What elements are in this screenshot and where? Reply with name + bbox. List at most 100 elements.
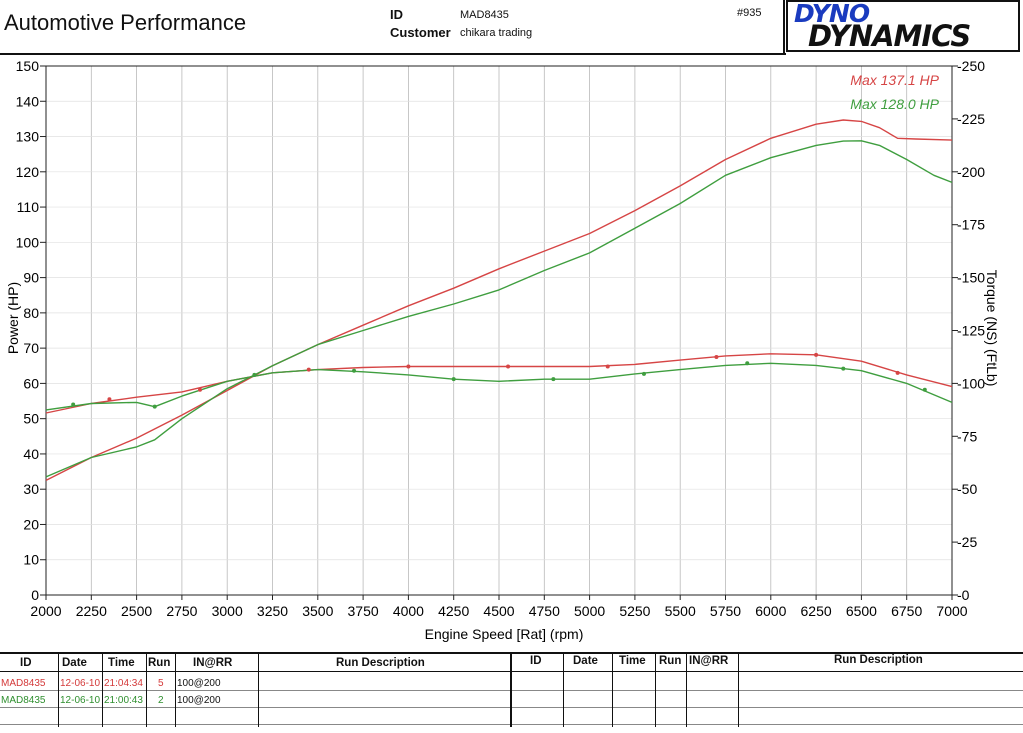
id-label: ID — [390, 7, 403, 22]
header-divider — [0, 53, 786, 55]
col-header-time: Time — [108, 657, 135, 669]
x-tick-label: 5000 — [574, 603, 605, 619]
series-line-power-run-2 — [45, 140, 953, 478]
y-right-tick-label: -175 — [957, 217, 985, 233]
y-left-tick-label: 150 — [16, 58, 40, 74]
data-point-marker — [198, 387, 203, 392]
col-header-run-2: Run — [659, 655, 682, 667]
x-tick-label: 6000 — [755, 603, 786, 619]
report-header: Automotive Performance ID MAD8435 Custom… — [0, 0, 1023, 56]
col-divider — [175, 652, 176, 727]
data-point-marker — [922, 387, 927, 392]
y-right-tick-label: -100 — [957, 375, 985, 391]
y-axis-left-label: Power (HP) — [5, 282, 21, 354]
data-point-marker — [107, 397, 112, 402]
row-2-id: MAD8435 — [1, 695, 46, 706]
x-tick-label: 6750 — [891, 603, 922, 619]
row-2-time: 21:00:43 — [104, 695, 143, 706]
x-tick-label: 4000 — [393, 603, 424, 619]
chart-series — [45, 119, 953, 482]
logo-top-text: DYNO — [794, 0, 870, 28]
data-point-marker — [641, 371, 646, 376]
y-left-tick-label: 130 — [16, 129, 40, 145]
col-header-inrr-2: IN@RR — [689, 655, 729, 667]
y-right-tick-label: -200 — [957, 164, 985, 180]
y-right-tick-label: -0 — [957, 587, 970, 603]
x-tick-label: 5750 — [710, 603, 741, 619]
y-right-tick-label: -75 — [957, 428, 977, 444]
x-axis-label: Engine Speed [Rat] (rpm) — [425, 626, 584, 642]
series-line-torque-run-2 — [45, 362, 953, 411]
data-point-marker — [406, 364, 411, 369]
data-point-marker — [152, 404, 157, 409]
row-1-date: 12-06-10 — [60, 678, 101, 689]
id-value: MAD8435 — [460, 9, 509, 21]
col-header-time-2: Time — [619, 655, 646, 667]
data-point-marker — [71, 402, 76, 407]
col-header-run-description: Run Description — [336, 657, 425, 669]
data-point-marker — [714, 354, 719, 359]
x-tick-label: 6250 — [801, 603, 832, 619]
data-point-marker — [551, 377, 556, 382]
x-tick-label: 7000 — [936, 603, 967, 619]
row-1-time: 21:04:34 — [104, 678, 143, 689]
y-left-tick-label: 110 — [17, 199, 40, 215]
chart-axes — [40, 65, 958, 600]
y-right-tick-label: -50 — [957, 481, 977, 497]
x-tick-labels: 2000 2250 2500 2750 3000 3250 3500 3750 4000 4250… — [30, 603, 967, 619]
col-divider — [258, 652, 259, 727]
col-header-id: ID — [20, 657, 32, 669]
right-tick-labels: -0 -25 -50 -75 -100 -125 -150 -175 -200 -225 -250 — [957, 58, 985, 603]
x-tick-label: 2750 — [166, 603, 197, 619]
col-header-run-description-2: Run Description — [834, 654, 923, 666]
row-1-inrr: 100@200 — [177, 678, 221, 689]
run-number: #935 — [737, 7, 762, 19]
row-2-inrr: 100@200 — [177, 695, 221, 706]
x-tick-label: 5250 — [619, 603, 650, 619]
row-1-run: 5 — [158, 678, 164, 689]
col-divider — [655, 652, 656, 727]
col-divider — [102, 652, 103, 727]
legend-entry-green: Max 128.0 HP — [850, 96, 939, 112]
data-point-marker — [745, 361, 750, 366]
x-tick-label: 6500 — [846, 603, 877, 619]
col-header-run: Run — [148, 657, 171, 669]
y-left-tick-label: 100 — [16, 234, 40, 250]
x-tick-label: 4500 — [483, 603, 514, 619]
data-point-marker — [814, 352, 819, 357]
y-left-tick-label: 60 — [23, 375, 39, 391]
y-left-tick-label: 0 — [31, 587, 39, 603]
x-tick-label: 4250 — [438, 603, 469, 619]
x-tick-label: 3250 — [257, 603, 288, 619]
col-divider — [58, 652, 59, 727]
col-divider — [510, 652, 512, 727]
customer-label: Customer — [390, 25, 451, 40]
col-divider — [686, 652, 687, 727]
y-left-tick-label: 140 — [16, 93, 40, 109]
chart-markers — [71, 352, 927, 409]
data-point-marker — [306, 367, 311, 372]
y-left-tick-label: 70 — [23, 340, 39, 356]
logo-bottom-text: DYNAMICS — [808, 19, 971, 53]
dyno-chart: 2000 2250 2500 2750 3000 3250 3500 3750 4000 4250… — [5, 58, 1000, 642]
series-line-power-run-5 — [45, 119, 953, 482]
series-line-torque-run-5 — [45, 353, 953, 414]
x-tick-label: 2000 — [30, 603, 61, 619]
x-tick-label: 3750 — [348, 603, 379, 619]
y-left-tick-label: 20 — [23, 516, 39, 532]
run-table: ID Date Time Run IN@RR Run Description I… — [0, 652, 1023, 733]
data-point-marker — [605, 364, 610, 369]
dyno-dynamics-logo: DYNO DYNAMICS — [786, 0, 1020, 53]
y-right-tick-label: -150 — [957, 270, 985, 286]
x-tick-label: 2250 — [76, 603, 107, 619]
legend-entry-red: Max 137.1 HP — [850, 72, 939, 88]
row-1-id: MAD8435 — [1, 678, 46, 689]
report-title: Automotive Performance — [4, 10, 247, 35]
data-point-marker — [841, 366, 846, 371]
customer-value: chikara trading — [460, 27, 533, 39]
left-tick-labels: 0 10 20 30 40 50 60 70 80 90 100 110 120 130 140 150 — [16, 58, 40, 603]
col-divider — [146, 652, 147, 727]
y-left-tick-label: 120 — [16, 164, 40, 180]
col-divider — [738, 652, 739, 727]
y-left-tick-label: 30 — [23, 481, 39, 497]
